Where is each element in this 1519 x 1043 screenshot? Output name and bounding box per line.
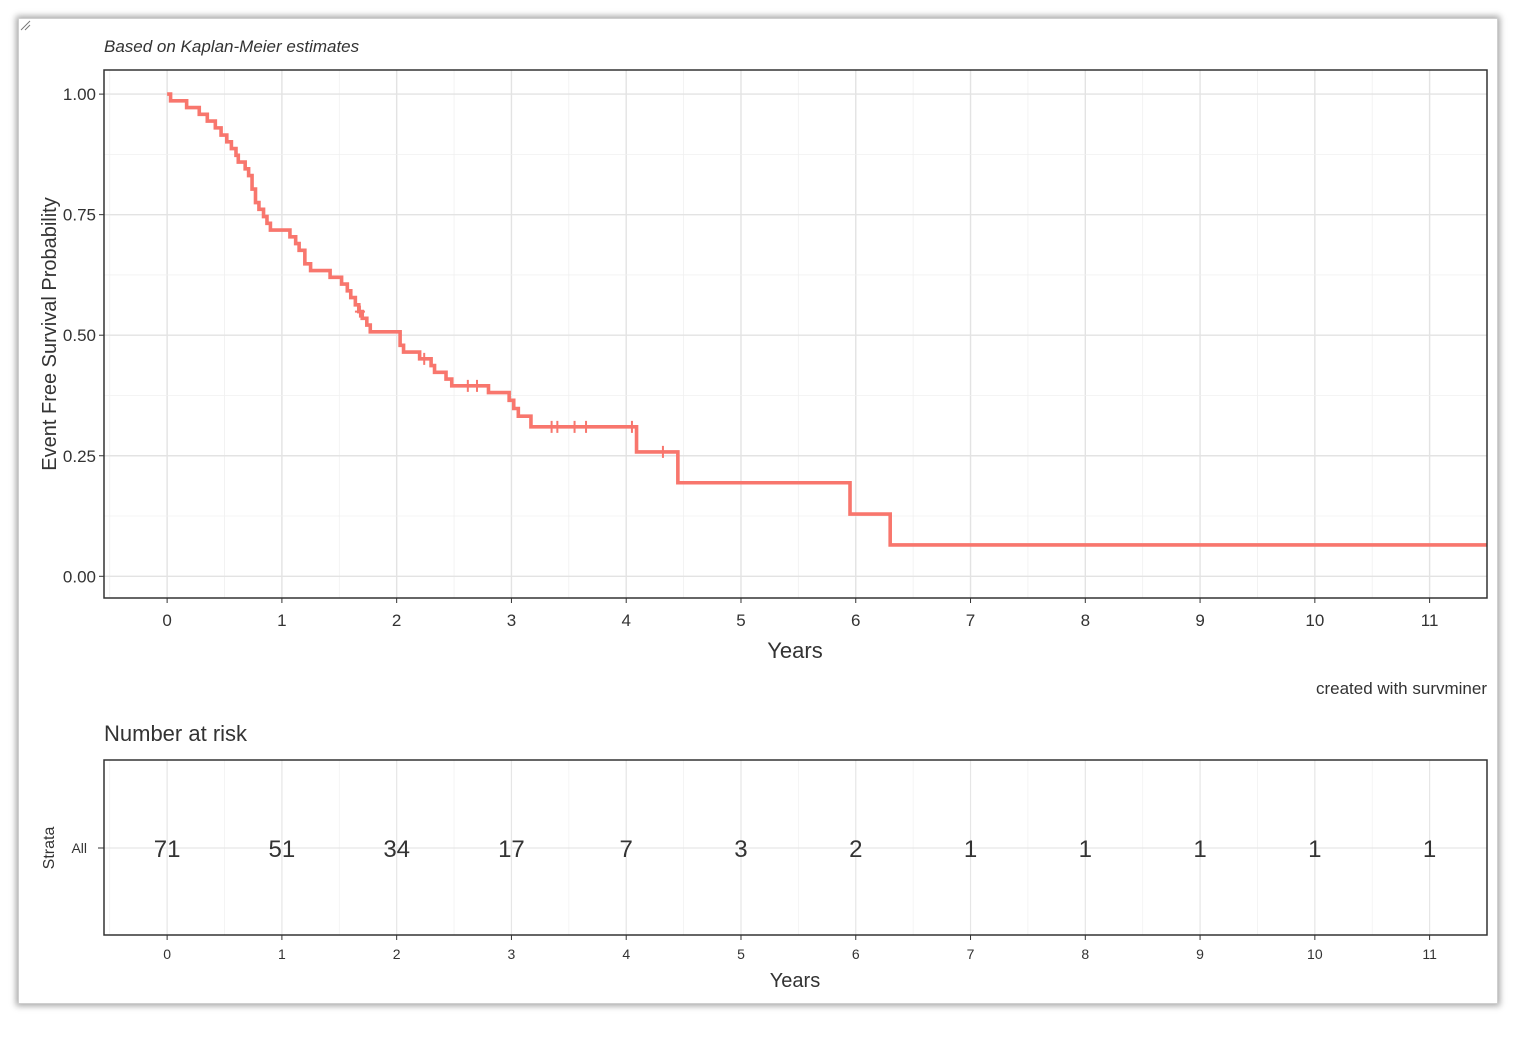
km-x-tick-label: 4 [621,611,630,630]
km-x-axis-title: Years [767,638,822,663]
censor-mark [552,420,563,433]
risk-x-tick-label: 10 [1307,946,1323,962]
censor-mark [569,420,580,433]
resize-grip-icon[interactable] [19,19,31,31]
risk-x-tick-label: 0 [163,946,171,962]
km-y-tick-label: 0.50 [63,326,96,345]
km-x-tick-label: 11 [1421,611,1439,630]
risk-count: 1 [1193,836,1206,863]
risk-values: 71 51 34 17 7 3 2 1 1 1 1 1 [154,836,1437,863]
km-x-tick-label: 3 [507,611,516,630]
risk-x-tick-label: 5 [737,946,745,962]
risk-x-tick-label: 1 [278,946,286,962]
risk-count: 17 [498,836,525,863]
risk-x-tick-label: 6 [852,946,860,962]
km-x-tick-label: 0 [162,611,171,630]
risk-count: 7 [620,836,633,863]
censor-mark [626,420,637,433]
risk-count: 71 [154,836,181,863]
risk-count: 1 [1423,836,1436,863]
km-y-tick-label: 1.00 [63,85,96,104]
km-x-tick-label: 5 [736,611,745,630]
risk-count: 2 [849,836,862,863]
risk-x-tick-label: 7 [967,946,975,962]
km-y-axis-title: Event Free Survival Probability [39,197,61,470]
censor-mark [657,445,668,458]
km-plot-background [104,70,1487,598]
km-panel-border [103,69,1488,599]
km-y-tick-label: 0.75 [63,206,96,225]
km-y-tick-label: 0.00 [63,567,96,586]
km-x-tick-label: 1 [277,611,286,630]
km-survival-curve [167,92,1487,547]
risk-gridlines [104,760,1487,935]
risk-count: 3 [734,836,747,863]
risk-x-tick-label: 11 [1422,946,1437,962]
risk-x-tick-label: 3 [508,946,516,962]
risk-x-ticks: 0 1 2 3 4 5 6 7 8 9 10 11 [163,935,1437,962]
km-x-tick-label: 9 [1195,611,1204,630]
km-gridlines [104,70,1487,598]
km-y-ticks: 0.00 0.25 0.50 0.75 1.00 [63,85,104,586]
risk-count: 1 [1079,836,1092,863]
km-x-tick-label: 8 [1081,611,1090,630]
censor-mark [462,379,473,392]
km-curve-group [167,92,1487,547]
km-x-tick-label: 7 [966,611,975,630]
risk-count: 1 [964,836,977,863]
risk-count: 51 [269,836,296,863]
risk-count: 1 [1308,836,1321,863]
km-x-tick-label: 2 [392,611,401,630]
km-plot-panel: Based on Kaplan-Meier estimates 0.00 0.25… [39,37,1488,698]
figure-frame: Based on Kaplan-Meier estimates 0.00 0.25… [18,18,1498,1004]
strata-label-all: All [71,840,87,856]
censor-mark [472,379,483,392]
km-y-tick-label: 0.25 [63,447,96,466]
risk-x-tick-label: 9 [1196,946,1204,962]
survminer-caption: created with survminer [1316,679,1487,698]
risk-x-tick-label: 2 [393,946,401,962]
censor-mark [354,305,365,318]
risk-y-axis-title: Strata [41,827,58,870]
km-x-ticks: 0 1 2 3 4 5 6 7 8 9 10 11 [162,598,1438,630]
censor-mark [419,352,430,365]
risk-count: 34 [383,836,410,863]
censor-mark [581,420,592,433]
survival-figure: Based on Kaplan-Meier estimates 0.00 0.25… [39,37,1488,992]
risk-x-axis-title: Years [770,970,820,992]
km-x-tick-label: 6 [851,611,860,630]
plot-subtitle: Based on Kaplan-Meier estimates [104,37,360,56]
risk-x-tick-label: 4 [622,946,630,962]
km-x-tick-label: 10 [1305,611,1324,630]
risk-x-tick-label: 8 [1081,946,1089,962]
risk-table-title: Number at risk [104,721,248,746]
